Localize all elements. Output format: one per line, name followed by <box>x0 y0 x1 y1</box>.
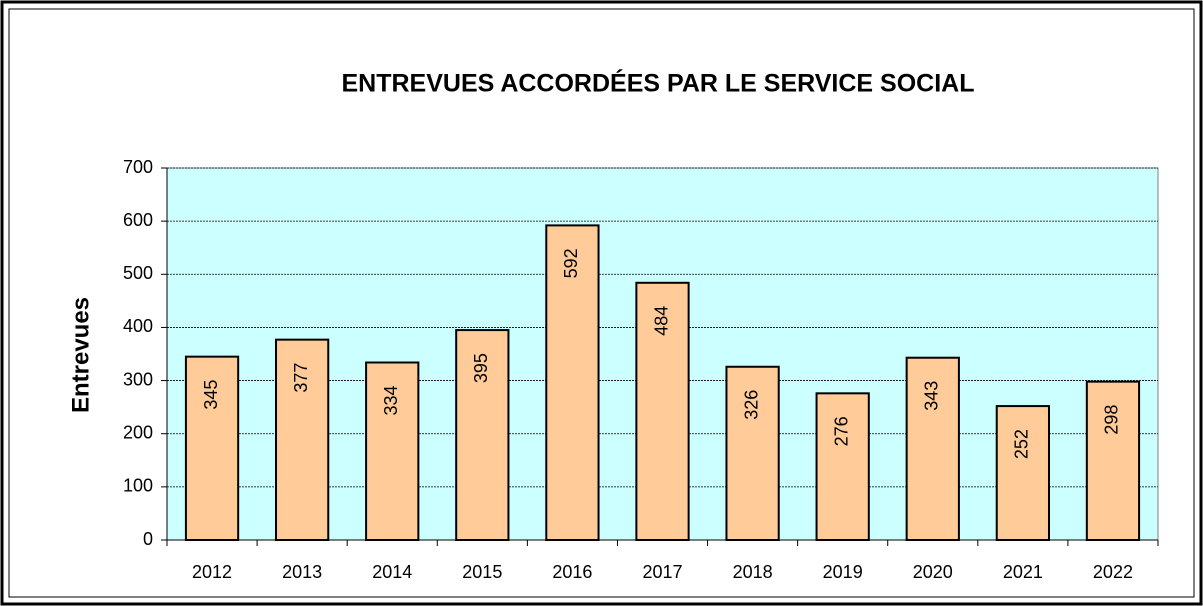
data-label: 395 <box>471 353 491 383</box>
y-tick-label: 200 <box>123 422 153 442</box>
data-label: 484 <box>651 306 671 336</box>
y-tick-label: 0 <box>143 529 153 549</box>
x-tick-label: 2013 <box>282 562 322 582</box>
bar <box>455 329 510 542</box>
y-tick-label: 500 <box>123 263 153 283</box>
data-label: 334 <box>381 385 401 415</box>
bar <box>275 338 330 541</box>
chart-title: ENTREVUES ACCORDÉES PAR LE SERVICE SOCIA… <box>342 69 975 98</box>
data-label: 377 <box>291 363 311 393</box>
x-tick-label: 2016 <box>552 562 592 582</box>
bar <box>545 224 600 541</box>
bar <box>365 361 420 542</box>
y-tick-label: 400 <box>123 316 153 336</box>
y-tick-label: 100 <box>123 476 153 496</box>
y-tick-label: 300 <box>123 369 153 389</box>
data-label: 343 <box>922 381 942 411</box>
x-tick-label: 2021 <box>1003 562 1043 582</box>
data-label: 276 <box>831 416 851 446</box>
data-label: 252 <box>1012 429 1032 459</box>
inner-frame <box>8 8 1195 598</box>
y-axis-label: Entrevues <box>67 297 94 413</box>
bar <box>635 281 690 541</box>
x-tick-label: 2014 <box>372 562 412 582</box>
data-label: 592 <box>561 248 581 278</box>
bar <box>815 392 870 541</box>
x-tick-label: 2020 <box>913 562 953 582</box>
x-tick-label: 2018 <box>733 562 773 582</box>
x-tick-label: 2019 <box>823 562 863 582</box>
data-label: 345 <box>201 380 221 410</box>
x-tick-label: 2022 <box>1093 562 1133 582</box>
x-tick-label: 2012 <box>192 562 232 582</box>
data-label: 298 <box>1102 405 1122 435</box>
bar <box>905 356 960 541</box>
y-tick-label: 700 <box>123 157 153 177</box>
x-tick-label: 2015 <box>462 562 502 582</box>
bar <box>184 355 240 541</box>
y-tick-label: 600 <box>123 210 153 230</box>
data-label: 326 <box>741 390 761 420</box>
x-tick-label: 2017 <box>642 562 682 582</box>
bar <box>995 405 1050 541</box>
bar <box>725 365 780 541</box>
bar <box>1085 380 1141 541</box>
